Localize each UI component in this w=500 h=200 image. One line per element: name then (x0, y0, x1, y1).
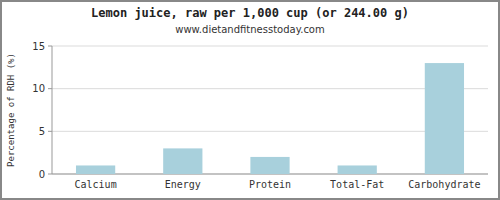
y-tick-label: 10 (32, 83, 45, 94)
bar (76, 165, 115, 174)
chart: Lemon juice, raw per 1,000 cup (or 244.0… (0, 0, 500, 200)
y-axis-label: Percentage of RDH (%) (6, 53, 16, 167)
y-tick (48, 131, 52, 132)
y-tick (48, 46, 52, 47)
y-tick-label: 15 (32, 41, 45, 52)
grid-line (52, 46, 488, 47)
grid-line (52, 88, 488, 89)
y-tick (48, 88, 52, 89)
y-tick-label: 0 (39, 169, 45, 180)
subtitle: www.dietandfitnesstoday.com (175, 24, 324, 35)
axes: 0 5 10 15 Calcium Energy Protein Total-Fat Carbo… (32, 41, 488, 191)
x-tick-label: Total-Fat (330, 179, 384, 190)
x-tick-label: Protein (249, 179, 291, 190)
frame (1, 1, 499, 199)
bar (425, 63, 464, 174)
bar (163, 148, 202, 174)
y-axis-line (52, 46, 53, 174)
bar (250, 157, 289, 174)
bar (338, 165, 377, 174)
bars (76, 63, 464, 174)
title: Lemon juice, raw per 1,000 cup (or 244.0… (91, 6, 409, 20)
x-tick-label: Energy (165, 179, 201, 190)
y-tick-label: 5 (39, 126, 45, 137)
chart-root: Lemon juice, raw per 1,000 cup (or 244.0… (0, 0, 500, 200)
grid (52, 46, 488, 174)
grid-line (52, 131, 488, 132)
x-tick-label: Calcium (75, 179, 117, 190)
y-tick (48, 174, 52, 175)
x-tick-label: Carbohydrate (408, 179, 480, 190)
